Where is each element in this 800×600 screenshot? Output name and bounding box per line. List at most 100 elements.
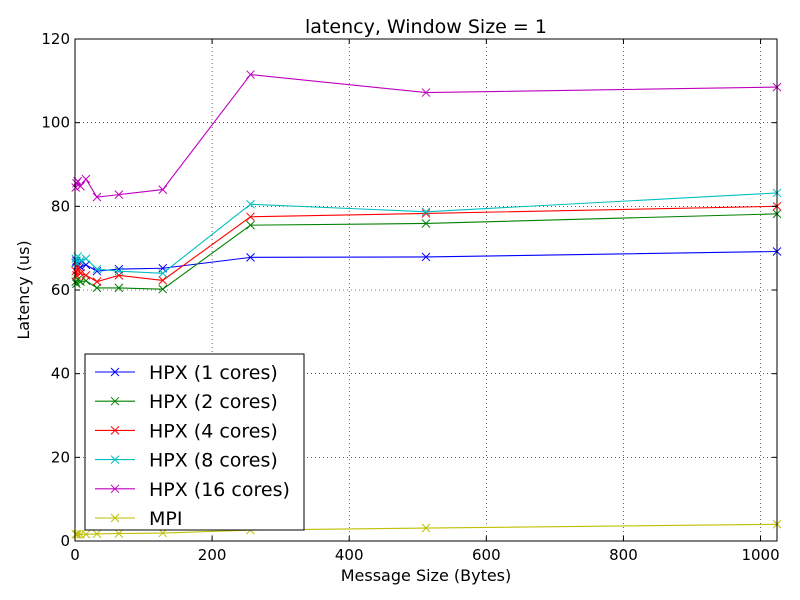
legend-item-1: HPX (2 cores) <box>95 391 278 413</box>
legend-marker <box>110 484 120 494</box>
marker-stroke <box>421 523 431 533</box>
legend-item-3: HPX (8 cores) <box>95 450 278 472</box>
marker-stroke <box>81 260 91 270</box>
legend-label: MPI <box>149 508 182 530</box>
marker-stroke <box>92 529 102 539</box>
marker-stroke <box>114 271 124 280</box>
marker-stroke <box>421 219 431 228</box>
data-point <box>158 185 168 194</box>
legend-box <box>84 353 305 531</box>
marker-stroke <box>76 181 85 191</box>
marker-stroke <box>246 220 255 230</box>
marker-stroke <box>92 283 102 293</box>
marker-stroke <box>81 174 91 184</box>
legend-item-4: HPX (16 cores) <box>95 479 290 501</box>
marker-stroke <box>114 266 124 276</box>
marker-stroke <box>81 271 91 280</box>
legend-label: HPX (8 cores) <box>149 450 278 472</box>
x-tick-label: 800 <box>609 546 638 564</box>
data-point <box>81 271 91 280</box>
data-point <box>246 220 255 230</box>
data-point <box>81 260 91 270</box>
series-2 <box>71 201 782 286</box>
marker-stroke <box>110 396 120 406</box>
data-point <box>72 529 81 539</box>
marker-stroke <box>114 190 124 199</box>
data-point <box>421 209 431 218</box>
marker-stroke <box>110 426 120 435</box>
y-tick-label: 60 <box>51 281 70 299</box>
marker-stroke <box>246 253 255 262</box>
marker-stroke <box>92 264 102 274</box>
data-point <box>92 192 102 202</box>
legend-label: HPX (16 cores) <box>149 479 290 501</box>
data-point <box>421 523 431 533</box>
data-point <box>114 283 124 293</box>
data-point <box>81 529 91 539</box>
data-point <box>76 268 85 278</box>
marker-stroke <box>72 271 81 280</box>
marker-stroke <box>110 367 120 377</box>
x-tick-label: 200 <box>198 546 227 564</box>
marker-stroke <box>72 529 81 539</box>
data-point <box>421 252 431 262</box>
marker-stroke <box>114 529 124 538</box>
marker-stroke <box>76 268 85 278</box>
data-point <box>158 276 168 285</box>
marker-stroke <box>110 513 120 523</box>
legend-label: HPX (2 cores) <box>149 391 278 413</box>
marker-stroke <box>246 70 255 79</box>
marker-stroke <box>81 254 91 263</box>
data-point <box>81 254 91 263</box>
data-point <box>158 268 168 278</box>
data-point <box>114 190 124 199</box>
marker-stroke <box>92 277 102 286</box>
data-point <box>92 266 102 276</box>
data-point <box>76 256 85 266</box>
data-point <box>246 212 255 222</box>
marker-stroke <box>76 256 85 266</box>
legend-marker <box>110 513 120 523</box>
x-tick-label: 0 <box>70 546 80 564</box>
data-point <box>114 266 124 276</box>
data-point <box>76 181 85 191</box>
data-point <box>81 174 91 184</box>
data-point <box>246 199 255 209</box>
x-tick-label: 400 <box>335 546 364 564</box>
marker-stroke <box>92 192 102 202</box>
data-point <box>421 207 431 217</box>
marker-stroke <box>72 258 81 268</box>
marker-stroke <box>158 284 168 294</box>
data-point <box>72 271 81 280</box>
marker-stroke <box>110 455 120 464</box>
y-tick-label: 80 <box>51 197 70 215</box>
legend-marker <box>110 455 120 464</box>
marker-stroke <box>72 178 81 188</box>
data-point <box>246 253 255 262</box>
marker-stroke <box>92 266 102 276</box>
x-tick-label: 600 <box>472 546 501 564</box>
x-tick-label: 1000 <box>741 546 779 564</box>
marker-stroke <box>110 484 120 494</box>
y-tick-label: 40 <box>51 365 70 383</box>
y-tick-label: 120 <box>41 30 70 48</box>
data-point <box>114 529 124 538</box>
chart-title: latency, Window Size = 1 <box>305 16 547 38</box>
marker-stroke <box>114 283 124 293</box>
marker-stroke <box>158 185 168 194</box>
marker-stroke <box>421 209 431 218</box>
data-point <box>158 284 168 294</box>
marker-stroke <box>421 252 431 262</box>
legend-item-0: HPX (1 cores) <box>95 362 278 384</box>
legend-label: HPX (4 cores) <box>149 420 278 442</box>
data-point <box>72 178 81 188</box>
x-axis-label: Message Size (Bytes) <box>341 566 512 585</box>
legend-label: HPX (1 cores) <box>149 362 278 384</box>
y-tick-label: 100 <box>41 114 70 132</box>
marker-stroke <box>81 529 91 539</box>
legend-item-2: HPX (4 cores) <box>95 420 278 442</box>
series-3 <box>71 188 782 278</box>
y-tick-label: 0 <box>60 532 70 550</box>
data-point <box>421 88 431 97</box>
